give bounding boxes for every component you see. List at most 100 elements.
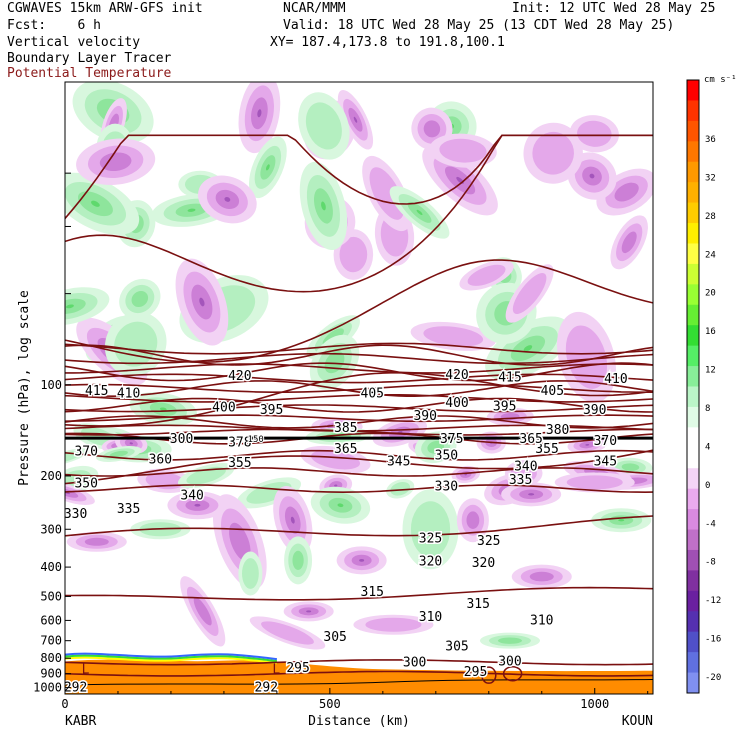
colorbar-swatch (687, 611, 699, 633)
model-name: CGWAVES 15km ARW-GFS init (7, 1, 203, 16)
valid-time: Valid: 18 UTC Wed 28 May 25 (13 CDT Wed … (283, 18, 675, 33)
forecast-hour: Fcst: 6 h (7, 18, 101, 33)
theta-label-330: 330 (64, 507, 87, 522)
velocity-cell (246, 482, 292, 504)
theta-contour-390 (65, 404, 653, 413)
theta-label-305: 305 (445, 639, 468, 654)
velocity-cell (334, 484, 338, 487)
colorbar-swatch (687, 243, 699, 265)
velocity-cell (129, 442, 133, 445)
theta-label-370: 370 (74, 445, 97, 460)
theta-contour-320 (65, 259, 653, 364)
vertical-velocity-shading (65, 82, 653, 650)
theta-contour-300 (65, 586, 653, 601)
colorbar-label: 28 (705, 212, 716, 222)
theta-label-305: 305 (323, 630, 346, 645)
velocity-cell (423, 120, 441, 138)
theta-label-420: 420 (445, 368, 468, 383)
theta-label-315: 315 (466, 597, 489, 612)
theta-label-370: 370 (594, 434, 617, 449)
velocity-cell (91, 200, 100, 207)
theta-label-310: 310 (419, 610, 442, 625)
tracer-line (65, 678, 653, 686)
theta-contour-370 (65, 362, 653, 382)
theta-contour-420 (65, 342, 653, 355)
velocity-cell (224, 197, 231, 202)
theta-label-325: 325 (419, 532, 442, 547)
theta-contour-400 (65, 383, 653, 393)
boundary-layer-tracer (65, 652, 653, 694)
x-tick-label: 0 (61, 697, 68, 711)
theta-label-385: 385 (334, 421, 357, 436)
theta-label-405: 405 (361, 386, 384, 401)
theta-label-410: 410 (117, 386, 140, 401)
theta-label-380: 380 (546, 423, 569, 438)
velocity-cell (292, 550, 304, 570)
y-tick-label: 1000 (33, 681, 62, 695)
cross-section-endpoints: XY= 187.4,173.8 to 191.8,100.1 (270, 35, 505, 50)
velocity-cell (427, 440, 445, 454)
colorbar-swatch (687, 345, 699, 367)
init-time: Init: 12 UTC Wed 28 May 25 (512, 1, 716, 16)
velocity-cell (528, 493, 535, 496)
colorbar-label: 12 (705, 366, 716, 376)
colorbar-swatch (687, 590, 699, 612)
colorbar-label: 0 (705, 481, 710, 491)
y-tick-label: 600 (40, 613, 62, 627)
surface-low-label: L (272, 663, 280, 678)
velocity-cell (194, 503, 201, 507)
colorbar-swatch (687, 366, 699, 387)
velocity-cell (290, 516, 295, 524)
colorbar-swatch (687, 223, 699, 244)
theta-label-410: 410 (604, 372, 627, 387)
y-tick-label: 300 (40, 522, 62, 536)
theta-label-320: 320 (472, 556, 495, 571)
colorbar-label: 8 (705, 404, 710, 414)
theta-contours (65, 134, 653, 677)
theta-label-295: 295 (286, 661, 309, 676)
velocity-cell (339, 236, 368, 273)
velocity-cell (439, 138, 487, 163)
velocity-cell (353, 116, 358, 123)
theta-contour-292 (65, 670, 653, 677)
theta-label-420: 420 (228, 369, 251, 384)
theta-label-340: 340 (180, 488, 203, 503)
colorbar-label: 4 (705, 442, 710, 452)
velocity-cell (306, 610, 312, 613)
org-name: NCAR/MMM (283, 1, 346, 16)
theta-label-355: 355 (535, 442, 558, 457)
y-axis-label: Pressure (hPa), log scale (17, 290, 32, 486)
colorbar-label: 20 (705, 289, 716, 299)
velocity-cell (566, 475, 623, 490)
theta-label-400: 400 (212, 401, 235, 416)
colorbar-label: 36 (705, 135, 716, 145)
velocity-cell (565, 325, 608, 389)
velocity-cell (199, 297, 205, 307)
theta-contour-350 (65, 432, 653, 445)
velocity-cell (614, 182, 639, 202)
theta-label-335: 335 (509, 473, 532, 488)
velocity-cell (305, 102, 342, 150)
colorbar-units: cm s⁻¹ (704, 75, 737, 85)
velocity-cell (532, 131, 574, 175)
velocity-cell (497, 637, 522, 644)
theta-label-375: 375 (440, 432, 463, 447)
velocity-cell (84, 537, 109, 546)
theta-label-400: 400 (445, 396, 468, 411)
velocity-cell (229, 522, 251, 561)
y-tick-label: 800 (40, 651, 62, 665)
colorbar-swatch (687, 672, 699, 694)
theta-contour-375 (65, 344, 653, 366)
velocity-cell (337, 503, 344, 508)
colorbar-swatch (687, 263, 699, 285)
theta-contour-345 (65, 449, 653, 461)
closed-theta-contour (481, 666, 497, 684)
velocity-cell (359, 558, 365, 562)
colorbar-swatch (687, 549, 699, 571)
velocity-cell (621, 463, 640, 471)
theta-label-310: 310 (530, 613, 553, 628)
velocity-cell (159, 407, 167, 411)
colorbar-swatch (687, 468, 699, 490)
